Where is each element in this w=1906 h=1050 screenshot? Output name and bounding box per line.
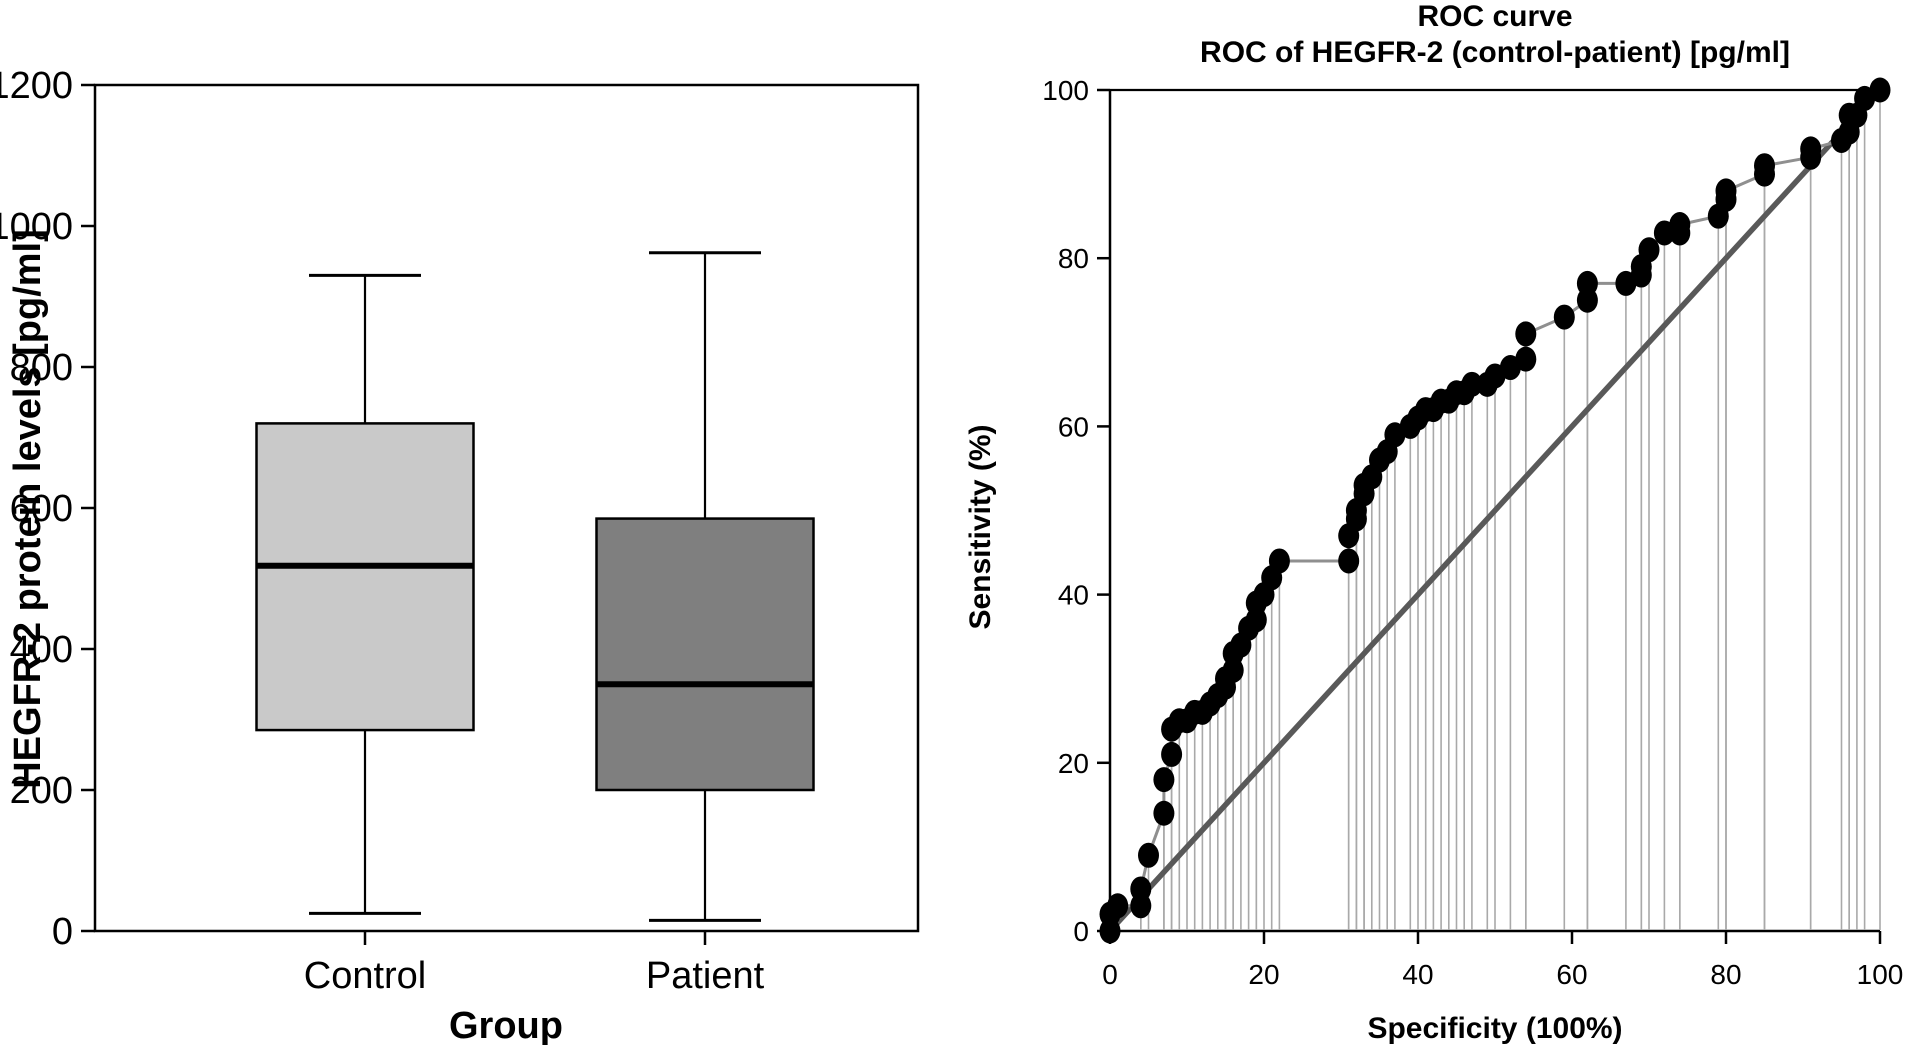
category-label: Control (304, 955, 427, 997)
roc-point (1869, 77, 1891, 103)
roc-point (1153, 800, 1175, 826)
roc-x-tick-label: 20 (1248, 959, 1279, 990)
y-tick-label: 800 (10, 347, 73, 389)
roc-y-tick-label: 100 (1042, 75, 1089, 106)
roc-panel: ROC curve ROC of HEGFR-2 (control-patien… (964, 0, 1903, 1045)
iqr-box (255, 422, 475, 732)
y-tick-label: 400 (10, 629, 73, 671)
y-tick-label: 200 (10, 770, 73, 812)
roc-plot-area: 0 20 40 60 80 100 0 20 40 60 80 100 (1042, 75, 1903, 990)
roc-x-tick-label: 0 (1102, 959, 1118, 990)
y-tick-label: 600 (10, 488, 73, 530)
roc-point (1107, 893, 1129, 919)
roc-point (1130, 876, 1152, 902)
roc-y-tick-label: 80 (1058, 243, 1089, 274)
roc-y-tick-label: 20 (1058, 748, 1089, 779)
roc-x-tick-label: 100 (1857, 959, 1904, 990)
box-control (255, 273, 475, 915)
roc-point (1461, 371, 1483, 397)
roc-point (1161, 741, 1183, 767)
reference-diagonal (1107, 88, 1883, 933)
roc-y-axis-title: Sensitivity (%) (964, 424, 997, 629)
roc-point (1715, 178, 1737, 204)
roc-title: ROC curve (1417, 0, 1572, 33)
roc-point (1153, 767, 1175, 793)
roc-point (1669, 212, 1691, 238)
roc-x-axis-title: Specificity (100%) (1367, 1012, 1622, 1045)
roc-point (1638, 237, 1660, 263)
roc-point (1138, 842, 1159, 868)
roc-y-tick-label: 0 (1073, 916, 1089, 947)
roc-y-tick-label: 60 (1058, 411, 1089, 442)
box-patient (595, 251, 815, 922)
iqr-box (595, 517, 815, 792)
y-tick-label: 1200 (0, 65, 73, 107)
roc-point (1268, 548, 1290, 574)
roc-y-tick-label: 40 (1058, 580, 1089, 611)
roc-point (1338, 548, 1360, 574)
roc-x-tick-label: 80 (1710, 959, 1741, 990)
roc-subtitle: ROC of HEGFR-2 (control-patient) [pg/ml] (1200, 36, 1790, 69)
roc-point (1515, 321, 1537, 347)
y-tick-label: 0 (52, 911, 73, 953)
roc-x-tick-label: 60 (1556, 959, 1587, 990)
roc-point (1800, 136, 1822, 162)
roc-point (1576, 270, 1598, 296)
boxplot-frame (93, 83, 920, 933)
category-label: Patient (646, 955, 765, 997)
roc-point (1515, 346, 1537, 372)
roc-point (1754, 153, 1775, 179)
roc-x-tick-label: 40 (1402, 959, 1433, 990)
roc-point (1553, 304, 1575, 330)
boxplot-panel: HEGFR-2 protein levels [pg/ml] Group 0 20… (0, 65, 920, 1047)
boxplot-x-axis-title: Group (449, 1005, 563, 1045)
boxplot-y-axis-title: HEGFR-2 protein levels [pg/ml] (7, 229, 49, 789)
